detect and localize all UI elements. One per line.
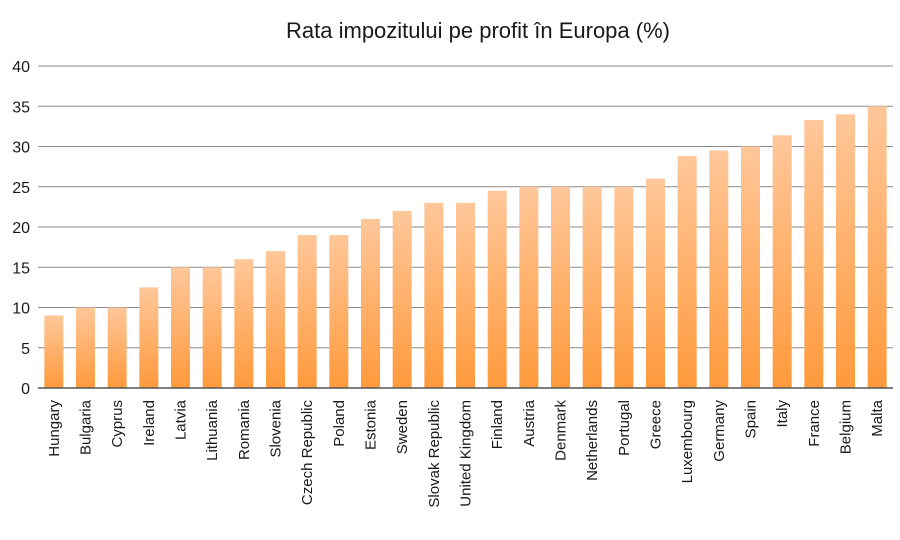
bar-sweden bbox=[392, 210, 412, 388]
bars bbox=[44, 106, 887, 389]
x-category-label: Slovak Republic bbox=[426, 400, 443, 508]
bar-netherlands bbox=[582, 186, 602, 388]
bar-slovak-republic bbox=[424, 202, 444, 388]
bar-malta bbox=[867, 106, 887, 388]
y-tick-label: 20 bbox=[12, 220, 30, 237]
x-category-label: Denmark bbox=[553, 400, 570, 461]
x-category-label: Germany bbox=[711, 400, 728, 462]
x-category-label: Austria bbox=[521, 399, 538, 446]
bar-latvia bbox=[171, 267, 190, 388]
bar-cyprus bbox=[107, 307, 127, 388]
bar-greece bbox=[646, 178, 665, 388]
bar-austria bbox=[519, 186, 539, 388]
bar-belgium bbox=[836, 114, 855, 389]
chart-title: Rata impozitului pe profit în Europa (%) bbox=[286, 18, 670, 43]
x-category-label: Belgium bbox=[838, 400, 855, 454]
x-category-label: Sweden bbox=[394, 400, 411, 454]
x-category-label: Ireland bbox=[141, 400, 158, 446]
bar-luxembourg bbox=[677, 156, 697, 388]
x-category-label: Latvia bbox=[173, 399, 190, 440]
x-axis-labels: Hungary Bulgaria Cyprus Ireland Latvia Lithua… bbox=[46, 399, 886, 507]
y-tick-label: 40 bbox=[12, 59, 30, 76]
x-category-label: Netherlands bbox=[584, 400, 601, 481]
bar-italy bbox=[772, 135, 792, 388]
y-tick-label: 25 bbox=[12, 180, 30, 197]
y-tick-label: 10 bbox=[12, 301, 30, 318]
y-axis-ticks: 0 5 10 15 20 25 30 35 40 bbox=[12, 59, 30, 398]
x-category-label: Portugal bbox=[616, 400, 633, 456]
bar-romania bbox=[234, 259, 254, 388]
x-category-label: Greece bbox=[648, 400, 665, 449]
bar-hungary bbox=[44, 315, 64, 388]
bar-portugal bbox=[614, 186, 634, 388]
x-category-label: Estonia bbox=[363, 399, 380, 450]
x-category-label: Czech Republic bbox=[299, 400, 316, 506]
x-category-label: Malta bbox=[869, 399, 886, 436]
bar-czech-republic bbox=[297, 235, 317, 388]
bar-denmark bbox=[551, 186, 570, 388]
bar-poland bbox=[329, 235, 349, 388]
bar-estonia bbox=[361, 218, 380, 388]
x-category-label: Slovenia bbox=[268, 399, 285, 457]
bar-germany bbox=[709, 150, 729, 388]
bar-france bbox=[804, 119, 824, 388]
x-category-label: Romania bbox=[236, 399, 253, 460]
x-category-label: Italy bbox=[774, 400, 791, 428]
y-tick-label: 5 bbox=[21, 341, 30, 358]
y-tick-label: 15 bbox=[12, 260, 30, 277]
y-tick-label: 30 bbox=[12, 140, 30, 157]
x-category-label: Lithuania bbox=[204, 399, 221, 461]
x-category-label: Poland bbox=[331, 400, 348, 447]
bar-slovenia bbox=[266, 251, 285, 388]
x-category-label: Bulgaria bbox=[78, 399, 95, 455]
bar-spain bbox=[741, 146, 760, 388]
bar-bulgaria bbox=[76, 307, 95, 388]
x-category-label: Cyprus bbox=[109, 400, 126, 448]
y-tick-label: 0 bbox=[21, 381, 30, 398]
x-category-label: Finland bbox=[489, 400, 506, 449]
x-category-label: Hungary bbox=[46, 400, 63, 457]
y-tick-label: 35 bbox=[12, 99, 30, 116]
x-category-label: France bbox=[806, 400, 823, 447]
x-category-label: Luxembourg bbox=[679, 400, 696, 483]
bar-finland bbox=[487, 190, 507, 388]
bar-lithuania bbox=[202, 267, 222, 388]
bar-ireland bbox=[139, 287, 159, 388]
x-category-label: Spain bbox=[743, 400, 760, 438]
x-category-label: United Kingdom bbox=[458, 400, 475, 507]
bar-united-kingdom bbox=[456, 202, 475, 388]
